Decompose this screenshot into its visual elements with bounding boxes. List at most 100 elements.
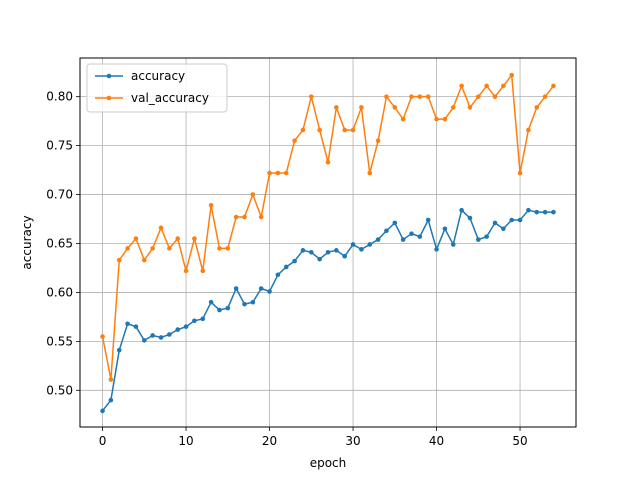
data-point-accuracy: [108, 397, 114, 403]
data-point-val-accuracy: [150, 246, 155, 251]
data-point-val-accuracy: [400, 116, 406, 122]
data-point-val-accuracy: [359, 105, 364, 110]
legend-marker-accuracy: [106, 73, 112, 79]
data-point-accuracy: [167, 332, 172, 337]
legend-label-accuracy: accuracy: [131, 69, 185, 83]
x-tick-label: 20: [262, 434, 277, 448]
data-point-accuracy: [467, 215, 473, 221]
data-point-accuracy: [476, 237, 481, 242]
data-point-accuracy: [158, 335, 164, 340]
data-point-val-accuracy: [292, 138, 297, 144]
data-point-accuracy: [459, 207, 464, 213]
legend-marker-val-accuracy: [106, 95, 112, 101]
data-point-accuracy: [517, 217, 523, 223]
data-point-accuracy: [350, 242, 356, 247]
y-tick-label: 0.70: [46, 188, 73, 202]
data-point-val-accuracy: [317, 127, 322, 133]
ticks: 0 10 20 30 40 50 0.50 0.55 0.60 0.65 0.70 0.75 0.80: [46, 90, 527, 448]
data-point-accuracy: [342, 253, 348, 259]
y-axis-label: accuracy: [20, 215, 34, 269]
data-point-accuracy: [233, 286, 239, 291]
data-point-val-accuracy: [100, 334, 105, 339]
data-point-accuracy: [542, 209, 548, 215]
data-point-accuracy: [334, 248, 339, 253]
data-point-val-accuracy: [308, 94, 314, 99]
data-point-val-accuracy: [459, 83, 464, 89]
data-point-val-accuracy: [258, 214, 264, 220]
data-point-accuracy: [434, 247, 439, 252]
data-point-val-accuracy: [484, 83, 489, 89]
data-point-accuracy: [526, 207, 531, 213]
y-tick-label: 0.60: [46, 285, 73, 299]
data-point-accuracy: [192, 318, 197, 324]
data-point-accuracy: [325, 249, 331, 255]
data-point-accuracy: [292, 258, 297, 264]
data-point-accuracy: [267, 289, 272, 294]
data-point-val-accuracy: [217, 246, 222, 251]
data-point-accuracy: [450, 242, 456, 247]
data-point-accuracy: [300, 248, 306, 253]
plot-frame: [79, 57, 577, 428]
data-point-val-accuracy: [425, 94, 431, 99]
x-tick-label: 0: [99, 434, 107, 448]
legend-label-val-accuracy: val_accuracy: [131, 91, 209, 105]
data-point-accuracy: [141, 338, 147, 343]
data-point-val-accuracy: [283, 170, 289, 176]
data-point-val-accuracy: [158, 225, 164, 231]
data-point-accuracy: [442, 226, 448, 232]
data-point-val-accuracy: [208, 203, 214, 208]
data-point-accuracy: [392, 220, 398, 226]
data-point-accuracy: [133, 324, 139, 329]
data-point-accuracy: [384, 228, 389, 234]
data-point-val-accuracy: [250, 192, 256, 197]
data-point-val-accuracy: [450, 105, 456, 110]
data-point-accuracy: [400, 237, 406, 242]
data-point-val-accuracy: [509, 72, 515, 78]
data-point-val-accuracy: [534, 105, 540, 110]
data-point-val-accuracy: [325, 159, 331, 165]
data-point-val-accuracy: [108, 377, 114, 382]
data-point-accuracy: [317, 256, 322, 262]
data-point-accuracy: [375, 237, 381, 242]
data-point-accuracy: [150, 333, 155, 338]
data-point-accuracy: [534, 209, 540, 215]
data-point-accuracy: [183, 324, 189, 329]
data-point-val-accuracy: [501, 83, 506, 89]
data-point-accuracy: [283, 264, 289, 270]
data-point-val-accuracy: [116, 257, 122, 263]
data-point-accuracy: [308, 249, 314, 255]
data-point-accuracy: [225, 305, 231, 311]
data-point-accuracy: [359, 247, 364, 252]
data-point-val-accuracy: [167, 246, 172, 251]
data-point-val-accuracy: [233, 214, 239, 220]
data-point-val-accuracy: [542, 94, 548, 99]
data-point-accuracy: [175, 327, 180, 332]
data-point-val-accuracy: [442, 116, 448, 122]
data-point-val-accuracy: [409, 94, 414, 99]
data-point-val-accuracy: [526, 127, 531, 133]
x-tick-label: 30: [345, 434, 360, 448]
y-tick-label: 0.75: [46, 139, 73, 153]
data-point-val-accuracy: [492, 94, 498, 99]
data-point-accuracy: [509, 217, 515, 223]
data-point-val-accuracy: [476, 94, 481, 99]
y-tick-label: 0.65: [46, 236, 73, 250]
x-axis-label: epoch: [310, 456, 347, 470]
data-point-val-accuracy: [141, 257, 147, 263]
data-point-val-accuracy: [375, 138, 381, 144]
data-point-val-accuracy: [367, 170, 373, 176]
y-tick-label: 0.55: [46, 334, 73, 348]
series-layer: [100, 72, 556, 414]
data-point-val-accuracy: [551, 83, 556, 89]
data-point-val-accuracy: [434, 116, 439, 122]
data-point-accuracy: [367, 242, 373, 247]
x-tick-label: 10: [178, 434, 193, 448]
data-point-accuracy: [217, 307, 222, 313]
data-point-val-accuracy: [192, 236, 197, 241]
y-tick-label: 0.80: [46, 90, 73, 104]
data-point-val-accuracy: [467, 105, 473, 110]
y-tick-label: 0.50: [46, 383, 73, 397]
legend: accuracy val_accuracy: [86, 63, 228, 113]
data-point-accuracy: [125, 321, 130, 327]
